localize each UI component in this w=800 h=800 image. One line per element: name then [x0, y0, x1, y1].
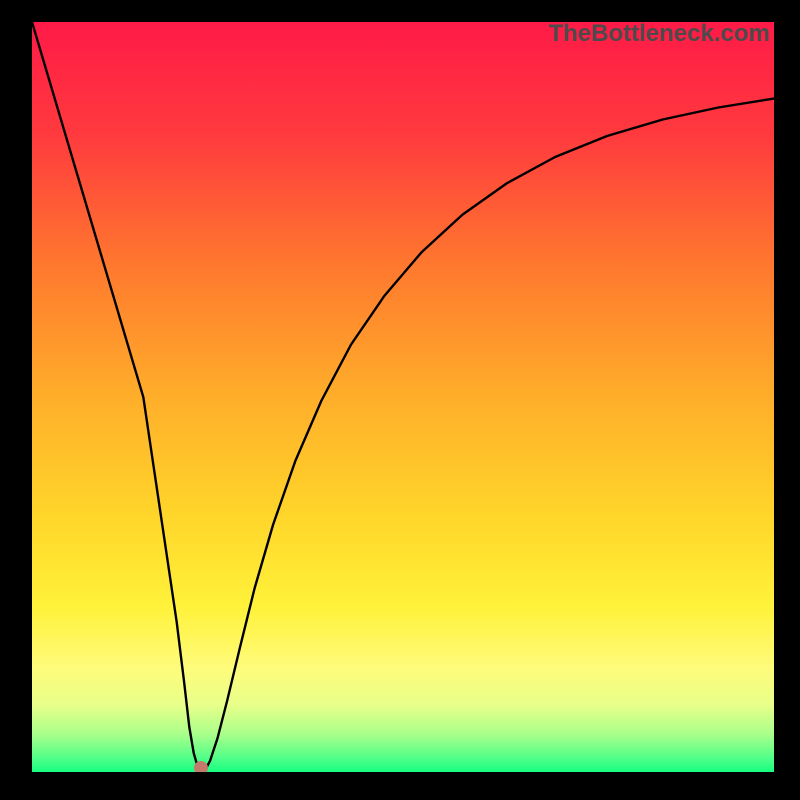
bottleneck-curve [32, 22, 774, 772]
curve-svg [32, 22, 774, 772]
minimum-marker [194, 761, 208, 772]
plot-area: TheBottleneck.com [32, 22, 774, 772]
